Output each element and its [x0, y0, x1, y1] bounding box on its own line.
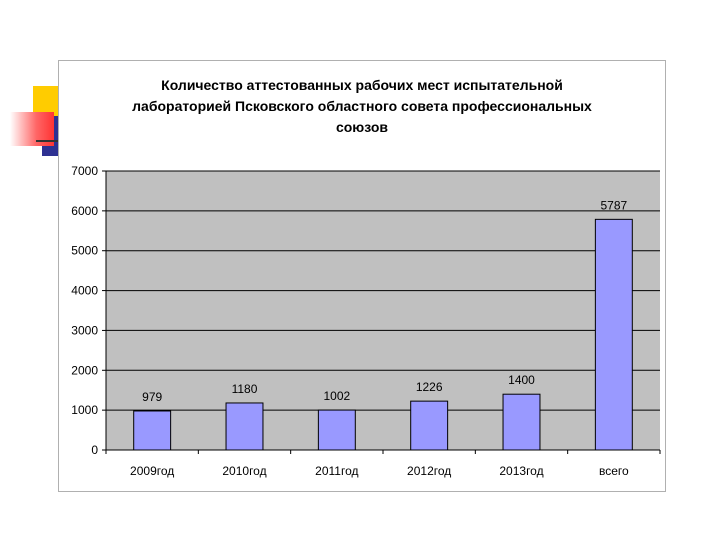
- bar: [133, 410, 172, 451]
- data-label: 1002: [323, 389, 350, 403]
- x-tick-label: 2013год: [499, 464, 543, 478]
- data-label: 1400: [508, 373, 535, 387]
- y-tick-label: 4000: [71, 284, 98, 298]
- y-tick-label: 5000: [71, 244, 98, 258]
- data-label: 1226: [416, 380, 443, 394]
- bar: [317, 409, 356, 451]
- y-tick-label: 6000: [71, 204, 98, 218]
- bar: [594, 218, 633, 451]
- y-tick-label: 3000: [71, 323, 98, 337]
- x-tick-label: 2009год: [130, 464, 174, 478]
- chart-title: Количество аттестованных рабочих мест ис…: [58, 75, 666, 138]
- bar: [502, 393, 541, 451]
- data-label: 1180: [232, 382, 258, 396]
- bar: [410, 400, 449, 451]
- chart-title-line-3: союзов: [335, 119, 389, 135]
- x-tick-label: 2011год: [315, 464, 358, 478]
- x-tick-label: 2012год: [407, 464, 451, 478]
- x-tick-label: 2010год: [222, 464, 266, 478]
- data-label: 5787: [600, 198, 627, 212]
- decor-line: [36, 140, 58, 142]
- chart-title-line-2: лабораторией Псковского областного совет…: [132, 98, 592, 114]
- y-tick-label: 7000: [71, 164, 98, 178]
- bar: [225, 402, 264, 451]
- y-tick-label: 2000: [71, 363, 98, 377]
- y-tick-label: 1000: [71, 403, 98, 417]
- plot-area: [106, 171, 660, 450]
- x-tick-label: всего: [599, 464, 629, 478]
- data-label: 979: [142, 390, 162, 404]
- y-tick-label: 0: [91, 443, 98, 457]
- chart-title-line-1: Количество аттестованных рабочих мест ис…: [161, 77, 563, 93]
